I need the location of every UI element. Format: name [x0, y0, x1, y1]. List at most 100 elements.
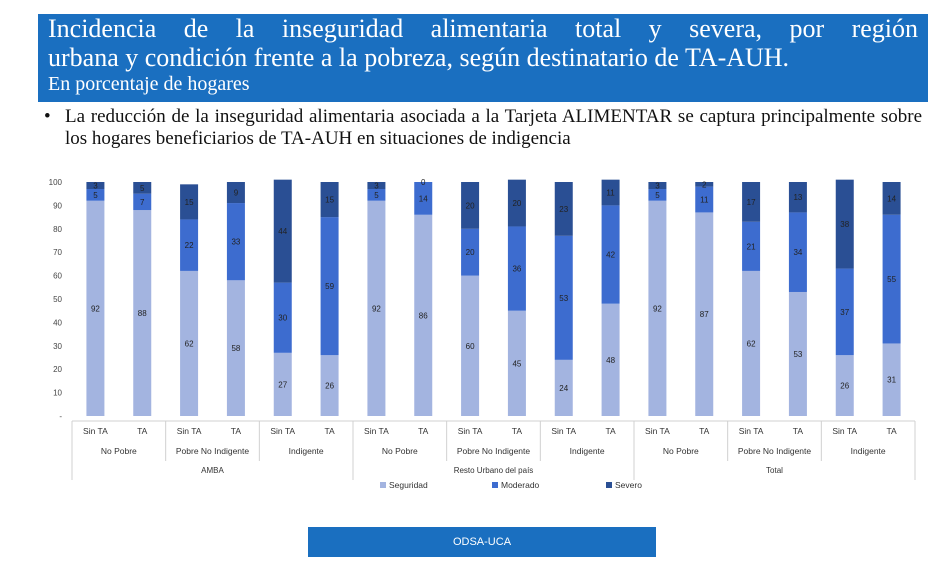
- data-label: 27: [278, 380, 287, 389]
- chart-subtitle: En porcentaje de hogares: [48, 73, 250, 95]
- group-label: No Pobre: [382, 446, 418, 456]
- bar-segment-severo: [742, 182, 761, 222]
- title-banner: Incidencia de la inseguridad alimentaria…: [38, 14, 928, 102]
- bar-segment-severo: [695, 182, 714, 187]
- data-label: 5: [93, 191, 98, 200]
- data-label: 5: [374, 191, 379, 200]
- data-label: 23: [559, 205, 568, 214]
- data-label: 20: [466, 248, 475, 257]
- bullet-bold-ta-auh: TA-AUH: [280, 128, 353, 149]
- bar-segment-severo: [367, 182, 386, 190]
- bar-segment-severo: [648, 182, 667, 190]
- bar-segment-moderado: [180, 219, 199, 271]
- legend-swatch: [380, 482, 386, 488]
- legend-swatch: [606, 482, 612, 488]
- y-tick-label: 100: [49, 178, 63, 187]
- data-label: 37: [840, 308, 849, 317]
- bar-segment-severo: [601, 179, 620, 206]
- bullet-text-part-3: en situaciones de indigencia: [352, 128, 571, 149]
- bar-segment-seguridad: [86, 200, 105, 416]
- footer-label: ODSA-UCA: [452, 536, 512, 548]
- stacked-bar-chart: 100908070605040302010-925388756222155833…: [49, 178, 916, 490]
- x-tick-label: Sin TA: [364, 426, 389, 436]
- x-tick-label: TA: [699, 426, 710, 436]
- data-label: 62: [185, 339, 194, 348]
- data-label: 21: [747, 242, 756, 251]
- data-label: 92: [653, 304, 662, 313]
- data-label: 15: [185, 198, 194, 207]
- y-tick-label: 20: [53, 365, 62, 374]
- bar-segment-seguridad: [882, 343, 901, 416]
- data-label: 3: [655, 182, 660, 191]
- bar-segment-severo: [180, 184, 199, 220]
- y-tick-label: 10: [53, 389, 62, 398]
- x-tick-label: TA: [324, 426, 335, 436]
- region-label: Total: [766, 466, 783, 475]
- bar-segment-moderado: [601, 205, 620, 304]
- data-label: 0: [421, 178, 426, 187]
- data-label: 26: [325, 382, 334, 391]
- x-tick-label: Sin TA: [832, 426, 857, 436]
- data-label: 14: [419, 194, 428, 203]
- y-tick-label: 40: [53, 318, 62, 327]
- data-label: 5: [655, 191, 660, 200]
- bar-segment-seguridad: [320, 355, 339, 416]
- data-label: 58: [231, 344, 240, 353]
- bar-segment-severo: [133, 182, 152, 194]
- data-label: 22: [185, 241, 194, 250]
- data-label: 55: [887, 275, 896, 284]
- y-tick-label: 80: [53, 225, 62, 234]
- bar-segment-seguridad: [601, 303, 620, 416]
- group-label: Pobre No Indigente: [176, 446, 250, 456]
- bar-segment-severo: [320, 182, 339, 218]
- bar-segment-moderado: [320, 217, 339, 356]
- group-label: Pobre No Indigente: [457, 446, 531, 456]
- group-label: Indigente: [289, 446, 324, 456]
- bar-segment-moderado: [788, 212, 807, 292]
- data-label: 15: [325, 196, 334, 205]
- bar-segment-severo: [273, 179, 292, 283]
- bar-segment-moderado: [226, 203, 245, 281]
- bar-segment-moderado: [273, 282, 292, 353]
- bar-segment-seguridad: [648, 200, 667, 416]
- y-tick-label: -: [59, 412, 62, 421]
- bar-segment-severo: [788, 182, 807, 213]
- bar-segment-seguridad: [226, 280, 245, 416]
- bar-segment-moderado: [554, 235, 573, 360]
- data-label: 3: [93, 182, 98, 191]
- bar-segment-seguridad: [788, 291, 807, 416]
- data-label: 60: [466, 342, 475, 351]
- group-label: Indigente: [570, 446, 605, 456]
- bar-segment-seguridad: [414, 214, 433, 416]
- legend-label: Moderado: [501, 480, 540, 490]
- x-tick-label: Sin TA: [739, 426, 764, 436]
- x-tick-label: Sin TA: [83, 426, 108, 436]
- y-tick-label: 70: [53, 248, 62, 257]
- data-label: 62: [747, 339, 756, 348]
- bar-segment-seguridad: [461, 275, 480, 416]
- bullet-text-part-1: La reducción de la inseguridad alimentar…: [65, 106, 562, 127]
- data-label: 53: [793, 350, 802, 359]
- x-tick-label: TA: [886, 426, 897, 436]
- x-tick-label: Sin TA: [177, 426, 202, 436]
- data-label: 44: [278, 227, 287, 236]
- data-label: 5: [140, 184, 145, 193]
- x-tick-label: TA: [418, 426, 429, 436]
- group-label: No Pobre: [101, 446, 137, 456]
- x-tick-label: TA: [512, 426, 523, 436]
- legend-label: Seguridad: [389, 480, 428, 490]
- bullet-text-part-2: se captura principalmente sobre los hoga…: [65, 106, 923, 149]
- y-tick-label: 60: [53, 272, 62, 281]
- bar-segment-moderado: [507, 226, 526, 311]
- legend-label: Severo: [615, 480, 642, 490]
- data-label: 53: [559, 294, 568, 303]
- data-label: 3: [374, 182, 379, 191]
- region-label: AMBA: [201, 466, 224, 475]
- data-label: 38: [840, 220, 849, 229]
- data-label: 13: [793, 193, 802, 202]
- bar-segment-seguridad: [133, 210, 152, 416]
- data-label: 9: [234, 189, 239, 198]
- x-tick-label: Sin TA: [458, 426, 483, 436]
- y-tick-label: 50: [53, 295, 62, 304]
- legend-swatch: [492, 482, 498, 488]
